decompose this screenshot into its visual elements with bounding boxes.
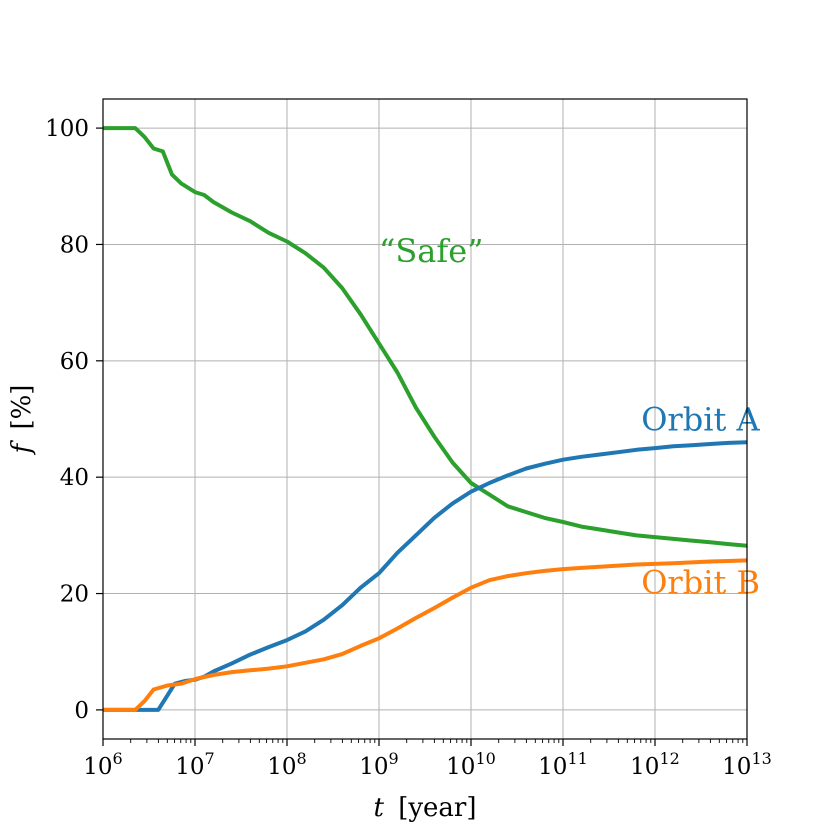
x-tick-label: 1012 (630, 749, 680, 780)
y-tick-label: 80 (60, 232, 89, 258)
x-tick-label: 1010 (446, 749, 496, 780)
x-tick-label: 109 (359, 749, 398, 780)
series-lines (103, 126, 748, 712)
series-label-safe: “Safe” (379, 232, 484, 270)
x-tick-label: 1011 (538, 749, 588, 780)
x-tick-label: 107 (175, 749, 214, 780)
grid (102, 99, 748, 739)
x-axis-label: t [year] (373, 793, 476, 823)
y-tick-label: 100 (45, 116, 89, 142)
series-labels: “Safe” Orbit A Orbit B (379, 232, 760, 602)
x-axis-unit: [year] (398, 793, 476, 823)
y-tick-label: 40 (60, 465, 89, 491)
y-tick-label: 0 (74, 698, 89, 724)
x-tick-label: 106 (83, 749, 122, 780)
series-line-safe (103, 126, 748, 548)
x-tick-label: 108 (267, 749, 306, 780)
y-axis-unit: [%] (7, 385, 37, 430)
series-line-orbit-b (103, 558, 748, 712)
x-tick-label: 1013 (722, 749, 772, 780)
y-axis-variable: f (7, 439, 37, 455)
y-tick-label: 60 (60, 349, 89, 375)
x-axis-variable: t (373, 793, 384, 823)
axis-ticks: 106 107 108 109 1010 1011 1012 1013 0 20 40 60 80 100 (45, 116, 772, 780)
series-label-orbit-b: Orbit B (641, 564, 760, 602)
y-tick-label: 20 (60, 582, 89, 608)
series-label-orbit-a: Orbit A (641, 401, 760, 439)
plot-frame (102, 98, 748, 740)
y-axis-label: f [%] (7, 385, 37, 456)
